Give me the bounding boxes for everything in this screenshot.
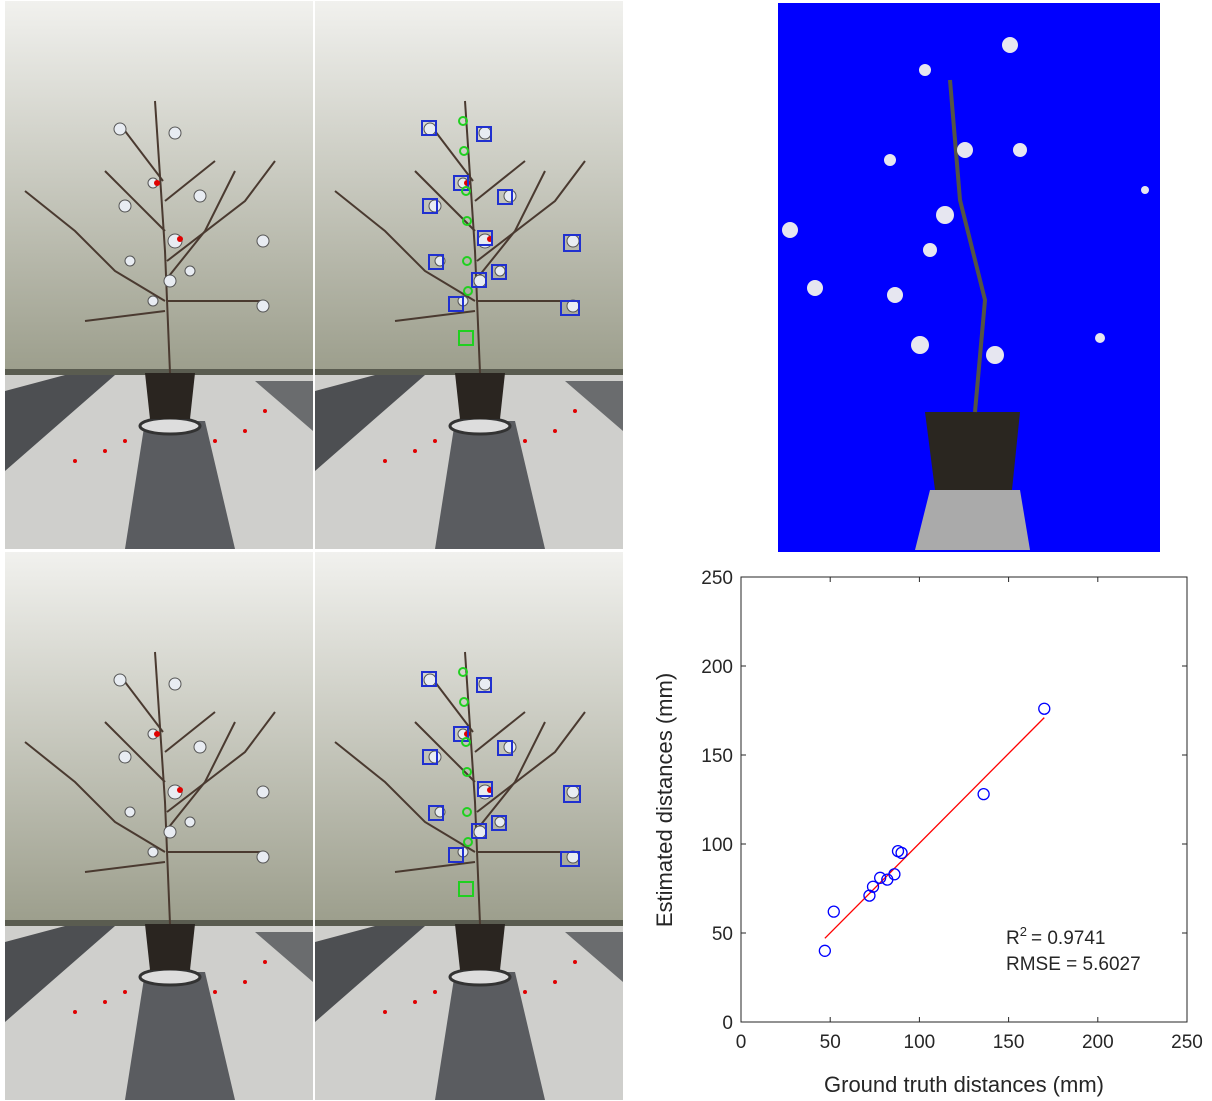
data-point (895, 846, 908, 860)
plot-area (740, 576, 1188, 1023)
annotation: RMSE = 5.6027 (1006, 954, 1141, 975)
data-point (874, 871, 887, 884)
photo (315, 552, 623, 1100)
y-tick-label: 0 (722, 1013, 733, 1034)
x-tick-label: 200 (1082, 1032, 1114, 1053)
data-point (818, 944, 831, 957)
photo (5, 1, 313, 549)
annotation-text: R (1006, 928, 1020, 949)
x-tick-label: 50 (820, 1032, 841, 1053)
y-axis-label: Estimated distances (mm) (652, 673, 677, 927)
photo (315, 1, 623, 549)
scatter-plot: Ground truth distances (mm) Estimated di… (652, 576, 1188, 1097)
data-point (977, 788, 990, 801)
annotation: R2 = 0.9741 (1006, 924, 1105, 949)
fit-line (824, 717, 1045, 939)
x-tick-label: 0 (736, 1032, 747, 1053)
x-axis-label: Ground truth distances (mm) (824, 1072, 1104, 1097)
point-cloud (778, 3, 1160, 552)
data-point (888, 868, 901, 881)
x-tick-label: 250 (1171, 1032, 1203, 1053)
data-point (866, 880, 880, 893)
annotation-superscript: 2 (1020, 924, 1027, 939)
x-tick-label: 150 (993, 1032, 1025, 1053)
photo (5, 552, 313, 1100)
y-tick-label: 200 (701, 657, 733, 678)
y-tick-label: 50 (712, 924, 733, 945)
y-tick-label: 100 (701, 835, 733, 856)
annotation-value: = 0.9741 (1031, 928, 1106, 949)
data-point (827, 905, 840, 918)
x-tick-label: 100 (904, 1032, 936, 1053)
y-tick-label: 250 (701, 568, 733, 589)
y-tick-label: 150 (701, 746, 733, 767)
data-point (1038, 702, 1051, 715)
